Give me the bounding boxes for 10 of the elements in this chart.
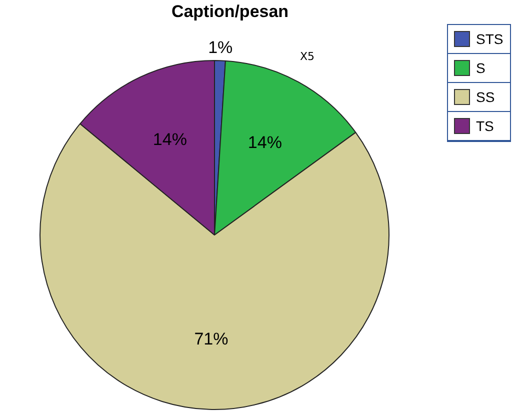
- legend-label: STS: [476, 31, 504, 47]
- legend-label: S: [476, 60, 486, 76]
- data-label: 14%: [152, 130, 187, 149]
- legend-label: TS: [476, 118, 494, 134]
- data-label: 1%: [208, 38, 233, 58]
- text: X5: [300, 50, 315, 63]
- data-label: 71%: [194, 329, 228, 348]
- chart-title: Caption/pesan: [170, 2, 290, 22]
- data-label: 14%: [248, 132, 282, 152]
- legend-label: SS: [476, 89, 495, 105]
